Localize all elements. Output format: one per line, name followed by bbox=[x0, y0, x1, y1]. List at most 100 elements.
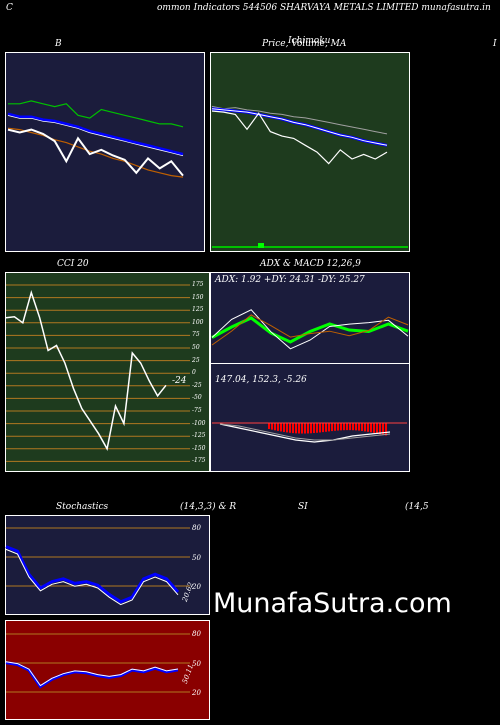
b-series-line bbox=[7, 128, 184, 177]
macd-histogram-bar bbox=[364, 423, 366, 432]
rsi-signal-line bbox=[5, 661, 179, 687]
cci-tick-label: 25 bbox=[192, 356, 200, 364]
b-band-line bbox=[7, 112, 184, 156]
rsi-title-right: (14,5 bbox=[405, 502, 429, 512]
cci-tick-label: -150 bbox=[192, 444, 206, 452]
macd-histogram-bar bbox=[346, 423, 348, 431]
stoch-d-line bbox=[5, 548, 179, 606]
macd-histogram-bar bbox=[376, 423, 378, 434]
rsi-title-left: SI bbox=[298, 502, 308, 512]
cci-tick-label: 100 bbox=[192, 318, 204, 326]
adx-panel bbox=[210, 272, 410, 364]
macd-histogram-bar bbox=[367, 423, 369, 432]
cci-tick-label: -125 bbox=[192, 432, 206, 440]
cci-value-label: -24 bbox=[172, 376, 187, 386]
stoch-k-line bbox=[5, 545, 180, 604]
macd-histogram-bar bbox=[274, 423, 276, 431]
cci-tick-label: 175 bbox=[192, 281, 204, 288]
macd-histogram-bar bbox=[382, 423, 384, 435]
rsi-tick: 20 bbox=[192, 689, 201, 697]
macd-histogram-bar bbox=[370, 423, 372, 433]
macd-histogram-bar bbox=[340, 423, 342, 431]
price-ichimoku-line bbox=[211, 105, 388, 135]
stoch-panel bbox=[5, 515, 210, 615]
cci-tick-label: -75 bbox=[192, 407, 202, 414]
macd-histogram-bar bbox=[310, 423, 312, 434]
cci-tick-label: -100 bbox=[192, 419, 206, 427]
macd-histogram-bar bbox=[373, 423, 375, 433]
stoch-title-left: Stochastics bbox=[56, 502, 109, 512]
plus-dy-line bbox=[211, 309, 409, 350]
header-left-char: C bbox=[6, 3, 13, 13]
macd-histogram-bar bbox=[334, 423, 336, 431]
cci-panel bbox=[5, 272, 210, 472]
macd-histogram-bar bbox=[301, 423, 303, 434]
minus-dy-line bbox=[211, 314, 409, 346]
cci-line bbox=[5, 290, 167, 451]
macd-histogram-bar bbox=[280, 423, 282, 432]
stoch-title-right: (14,3,3) & R bbox=[180, 502, 237, 512]
price-title: Price, Volume, MA bbox=[262, 39, 347, 49]
cci-tick-label: 125 bbox=[192, 306, 204, 314]
cci-tick-label: 150 bbox=[192, 293, 204, 301]
rsi-tick: 50 bbox=[192, 660, 201, 668]
cci-tick-label: 75 bbox=[192, 331, 200, 339]
macd-histogram-bar bbox=[319, 423, 321, 433]
price-ma-line bbox=[211, 108, 388, 146]
cci-title: CCI 20 bbox=[57, 259, 89, 269]
macd-histogram-bar bbox=[385, 423, 387, 436]
macd-histogram-bar bbox=[325, 423, 327, 432]
macd-histogram-bar bbox=[298, 423, 300, 434]
b-series-line bbox=[8, 100, 184, 128]
macd-histogram-bar bbox=[358, 423, 360, 431]
macd-histogram-bar bbox=[343, 423, 345, 431]
cci-tick-label: 50 bbox=[192, 344, 200, 351]
b-series-line bbox=[7, 114, 184, 157]
macd-histogram-bar bbox=[304, 423, 306, 434]
stoch-tick: 20 bbox=[192, 583, 201, 591]
macd-histogram-bar bbox=[352, 423, 354, 431]
stoch-tick: 80 bbox=[192, 524, 201, 532]
cci-tick-label: -25 bbox=[192, 381, 202, 389]
rsi-tick: 80 bbox=[192, 630, 201, 638]
cci-tick-label: 0 bbox=[192, 369, 196, 377]
macd-histogram-bar bbox=[271, 423, 273, 430]
adx-title: ADX & MACD 12,26,9 bbox=[260, 259, 361, 269]
volume-bar bbox=[258, 243, 264, 248]
rsi-line bbox=[5, 661, 179, 689]
watermark: MunafaSutra.com bbox=[213, 588, 452, 619]
macd-histogram-bar bbox=[292, 423, 294, 434]
macd-histogram-bar bbox=[277, 423, 279, 431]
macd-histogram-bar bbox=[328, 423, 330, 432]
cci-tick-label: -175 bbox=[192, 457, 206, 465]
macd-histogram-bar bbox=[283, 423, 285, 432]
adx-line bbox=[211, 316, 409, 344]
macd-histogram-bar bbox=[295, 423, 297, 434]
price-overlay-label: Ichimoku bbox=[288, 36, 331, 46]
header-title: ommon Indicators 544506 SHARVAYA METALS … bbox=[157, 3, 491, 13]
price-panel bbox=[210, 52, 410, 252]
macd-histogram-bar bbox=[289, 423, 291, 433]
signal-line bbox=[219, 423, 391, 441]
macd-histogram-bar bbox=[331, 423, 333, 432]
macd-histogram-bar bbox=[268, 423, 270, 429]
volume-bar bbox=[212, 246, 408, 248]
macd-histogram-bar bbox=[307, 423, 309, 434]
adx-values-label: ADX: 1.92 +DY: 24.31 -DY: 25.27 bbox=[215, 275, 365, 285]
macd-values-label: 147.04, 152.3, -5.26 bbox=[215, 375, 307, 385]
macd-histogram-bar bbox=[379, 423, 381, 435]
macd-histogram-bar bbox=[361, 423, 363, 431]
macd-line bbox=[219, 423, 391, 443]
price-close-line bbox=[211, 110, 388, 165]
macd-histogram-bar bbox=[313, 423, 315, 434]
cci-tick-label: -50 bbox=[192, 394, 202, 402]
macd-histogram-bar bbox=[322, 423, 324, 433]
stoch-tick: 50 bbox=[192, 554, 201, 562]
macd-histogram-bar bbox=[337, 423, 339, 431]
right-edge-label: I bbox=[493, 39, 497, 49]
b-title: B bbox=[55, 39, 62, 49]
macd-histogram-bar bbox=[286, 423, 288, 433]
macd-histogram-bar bbox=[355, 423, 357, 431]
macd-histogram-bar bbox=[349, 423, 351, 431]
